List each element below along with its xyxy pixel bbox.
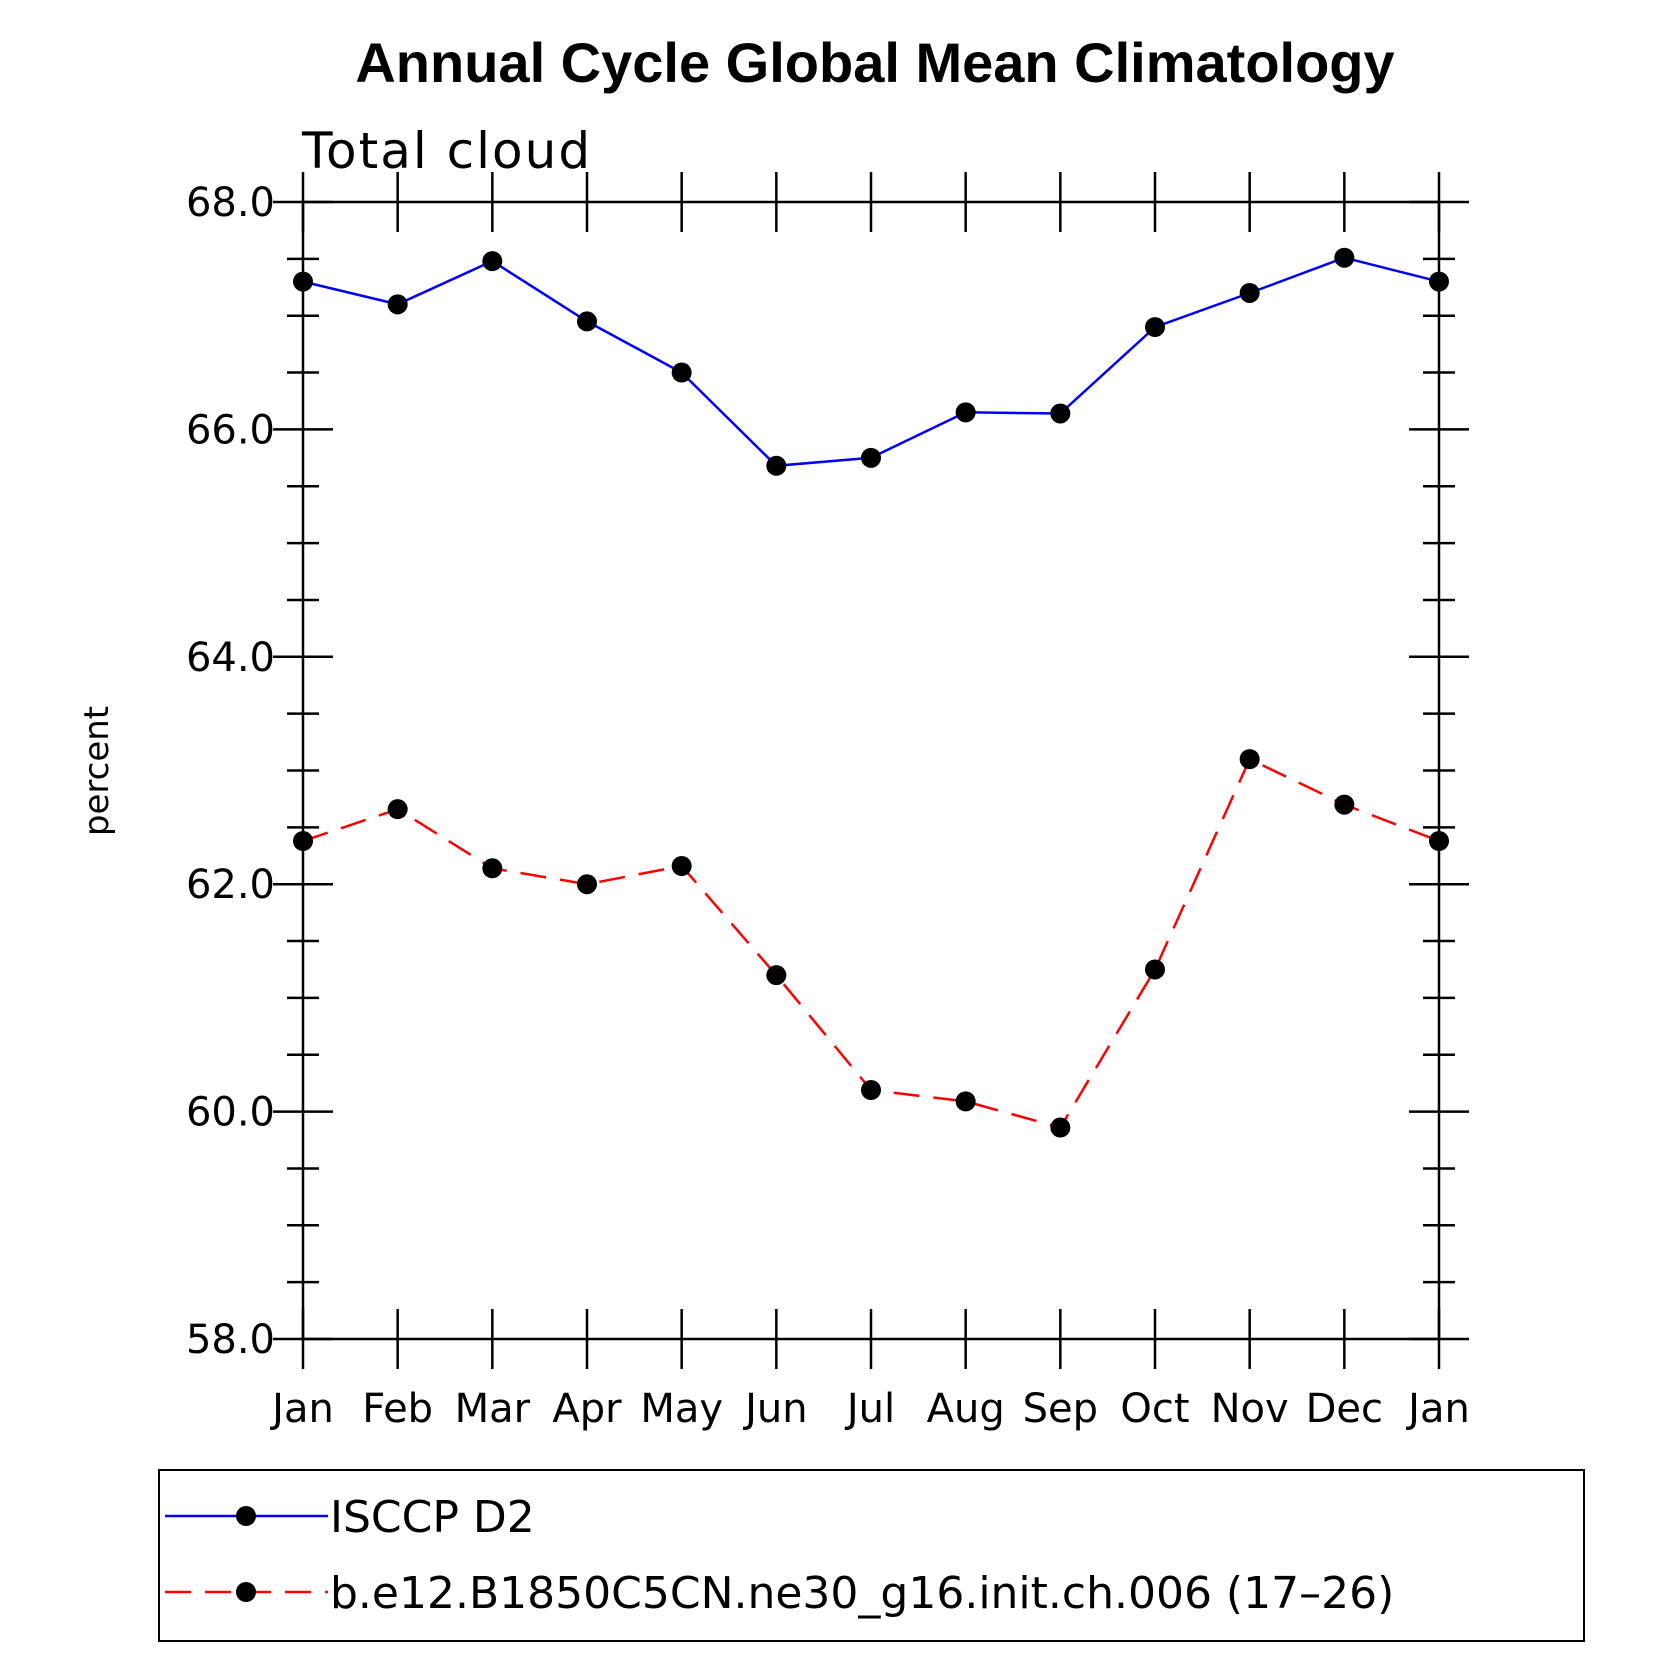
legend-label-model: b.e12.B1850C5CN.ne30_g16.init.ch.006 (17…	[330, 1568, 1394, 1619]
series-0-point	[955, 402, 976, 423]
x-tick-label: Mar	[455, 1386, 531, 1432]
plot-frame	[301, 200, 1441, 1341]
series-1-point	[671, 856, 692, 877]
x-tick-label: Feb	[362, 1386, 433, 1432]
series-1-point	[1334, 794, 1355, 815]
y-axis-ticks: 58.0 60.0 62.0 64.0 66.0 68.0	[186, 180, 1469, 1363]
x-tick-label: Sep	[1023, 1386, 1098, 1432]
y-tick-label: 58.0	[186, 1317, 275, 1363]
series-0-point	[1429, 271, 1449, 292]
series-1-point	[293, 830, 313, 851]
legend: ISCCP D2 b.e12.B1850C5CN.ne30_g16.init.c…	[158, 1469, 1585, 1642]
y-tick-label: 66.0	[186, 407, 275, 453]
y-tick-label: 62.0	[186, 862, 275, 908]
legend-box	[158, 1469, 1585, 1642]
series-0-point	[387, 294, 408, 315]
series-0-point	[577, 311, 597, 332]
series-layer	[293, 247, 1449, 1138]
series-0-point	[293, 271, 313, 292]
series-1-point	[861, 1079, 881, 1100]
series-0-point	[1145, 317, 1165, 338]
series-1-point	[955, 1091, 976, 1112]
series-0-point	[861, 447, 881, 468]
series-0-point	[482, 251, 503, 272]
legend-marker-model	[236, 1582, 256, 1602]
series-1-point	[766, 965, 787, 986]
x-tick-label: Nov	[1211, 1386, 1289, 1432]
series-1-point	[387, 799, 408, 820]
y-tick-label: 68.0	[186, 180, 275, 226]
x-tick-label: Jul	[844, 1386, 895, 1432]
series-line-0	[302, 256, 1440, 468]
x-axis-ticks: Jan Feb Mar Apr May Jun Jul Aug Sep Oct Nov Dec Jan	[269, 172, 1470, 1432]
series-0-point	[766, 455, 787, 476]
series-0-point	[1239, 282, 1260, 303]
y-tick-label: 60.0	[186, 1090, 275, 1136]
chart-title: Annual Cycle Global Mean Climatology	[355, 31, 1394, 94]
x-tick-label: Jan	[269, 1386, 334, 1432]
series-line-1	[302, 757, 1440, 1129]
x-tick-label: Oct	[1120, 1386, 1189, 1432]
series-1-point	[1429, 830, 1449, 851]
series-0-point	[1050, 403, 1071, 424]
y-tick-label: 64.0	[186, 635, 275, 681]
chart-subtitle: Total cloud	[301, 122, 592, 180]
series-1-point	[577, 874, 597, 895]
y-axis-title: percent	[77, 706, 117, 836]
legend-marker-isccp	[236, 1506, 256, 1526]
x-tick-label: Apr	[552, 1386, 622, 1432]
series-1-point	[1050, 1117, 1071, 1138]
x-tick-label: Jun	[742, 1386, 808, 1432]
x-tick-label: May	[640, 1386, 723, 1432]
series-1-point	[1239, 749, 1260, 770]
series-0-point	[1334, 247, 1355, 268]
x-tick-label: Dec	[1306, 1386, 1383, 1432]
x-tick-label: Jan	[1405, 1386, 1470, 1432]
legend-label-isccp: ISCCP D2	[330, 1492, 535, 1543]
x-tick-label: Aug	[927, 1386, 1005, 1432]
series-0-point	[671, 362, 692, 383]
series-1-point	[482, 858, 503, 879]
series-1-point	[1145, 959, 1165, 980]
